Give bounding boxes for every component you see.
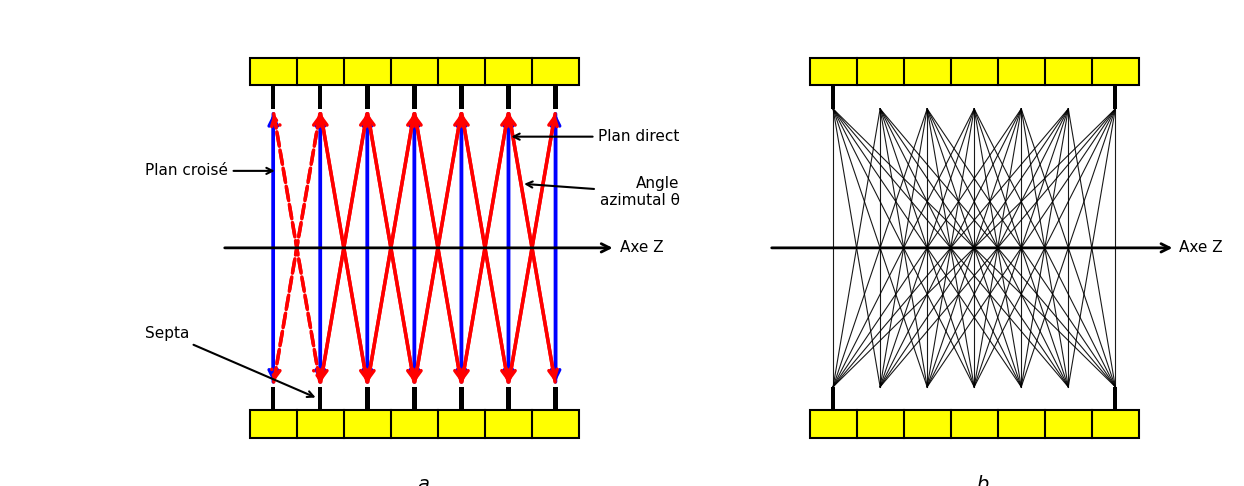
Bar [1113, 387, 1117, 410]
Text: Plan croisé: Plan croisé [146, 163, 272, 178]
Text: Axe Z: Axe Z [1179, 241, 1223, 255]
Text: b: b [977, 474, 989, 486]
Bar [250, 410, 578, 438]
Text: Plan direct: Plan direct [514, 129, 679, 144]
Text: Angle
azimutal θ: Angle azimutal θ [526, 176, 679, 208]
Text: a: a [417, 474, 429, 486]
Bar [366, 86, 369, 109]
Bar [554, 387, 557, 410]
Bar [831, 387, 835, 410]
Bar [831, 86, 835, 109]
Text: Septa: Septa [146, 326, 313, 397]
Text: Axe Z: Axe Z [620, 241, 663, 255]
Bar [810, 57, 1138, 86]
Bar [459, 86, 464, 109]
Bar [318, 387, 322, 410]
Bar [318, 86, 322, 109]
Bar [506, 387, 510, 410]
Bar [506, 86, 510, 109]
Bar [271, 86, 275, 109]
Bar [412, 387, 417, 410]
Bar [1113, 86, 1117, 109]
Bar [554, 86, 557, 109]
Bar [810, 410, 1138, 438]
Bar [366, 387, 369, 410]
Bar [250, 57, 578, 86]
Bar [271, 387, 275, 410]
Bar [459, 387, 464, 410]
Bar [412, 86, 417, 109]
